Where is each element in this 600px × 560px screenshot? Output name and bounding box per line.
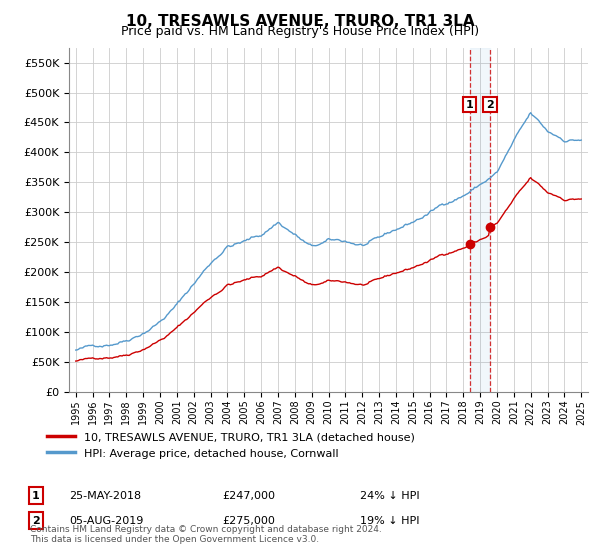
Text: 19% ↓ HPI: 19% ↓ HPI [360, 516, 419, 526]
Text: 05-AUG-2019: 05-AUG-2019 [69, 516, 143, 526]
Text: 24% ↓ HPI: 24% ↓ HPI [360, 491, 419, 501]
Text: Contains HM Land Registry data © Crown copyright and database right 2024.
This d: Contains HM Land Registry data © Crown c… [30, 525, 382, 544]
Text: 25-MAY-2018: 25-MAY-2018 [69, 491, 141, 501]
Text: 1: 1 [32, 491, 40, 501]
Text: 10, TRESAWLS AVENUE, TRURO, TR1 3LA: 10, TRESAWLS AVENUE, TRURO, TR1 3LA [125, 14, 475, 29]
Text: 2: 2 [486, 100, 494, 110]
Legend: 10, TRESAWLS AVENUE, TRURO, TR1 3LA (detached house), HPI: Average price, detach: 10, TRESAWLS AVENUE, TRURO, TR1 3LA (det… [43, 427, 419, 463]
Bar [470, 48, 490, 392]
Text: 2: 2 [32, 516, 40, 526]
Text: £275,000: £275,000 [222, 516, 275, 526]
Text: 1: 1 [466, 100, 473, 110]
Text: £247,000: £247,000 [222, 491, 275, 501]
Text: Price paid vs. HM Land Registry's House Price Index (HPI): Price paid vs. HM Land Registry's House … [121, 25, 479, 38]
